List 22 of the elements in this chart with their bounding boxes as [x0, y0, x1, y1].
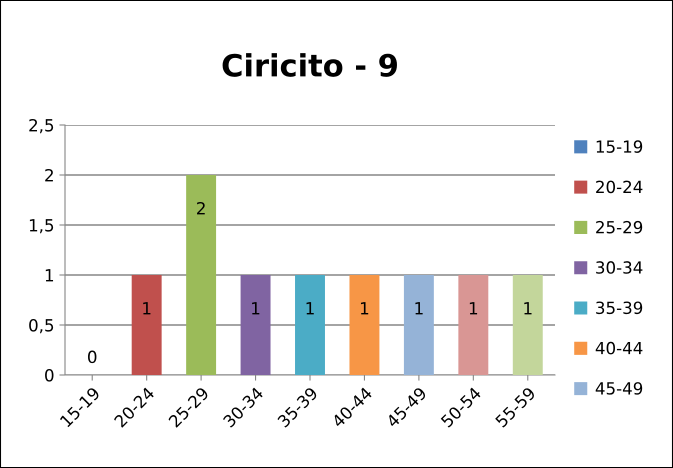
data-label: 1: [252, 302, 260, 314]
legend-label: 25-29: [596, 220, 642, 234]
y-tick-label: 0,5: [29, 318, 54, 334]
data-label: 2: [197, 202, 205, 214]
legend-label: 30-34: [596, 261, 642, 274]
legend-label: 20-24: [596, 180, 642, 194]
data-label: 1: [415, 302, 423, 314]
data-label: 0: [88, 350, 96, 364]
data-label: 1: [470, 302, 478, 314]
data-label: 1: [360, 302, 368, 314]
y-tick-label: 1: [46, 269, 54, 282]
y-tick-label: 2,5: [29, 118, 54, 134]
data-label: 1: [143, 302, 150, 314]
data-label: 1: [524, 302, 532, 314]
chart-title: Ciricito - 9: [222, 53, 397, 77]
legend-label: 40-44: [596, 342, 642, 354]
y-tick-label: 1,5: [30, 219, 54, 234]
data-label: 1: [306, 302, 314, 314]
legend-label: 15-19: [596, 140, 642, 153]
y-tick-label: 0: [45, 368, 54, 382]
y-tick-label: 2: [45, 168, 53, 182]
legend-label: 35-39: [596, 301, 642, 314]
